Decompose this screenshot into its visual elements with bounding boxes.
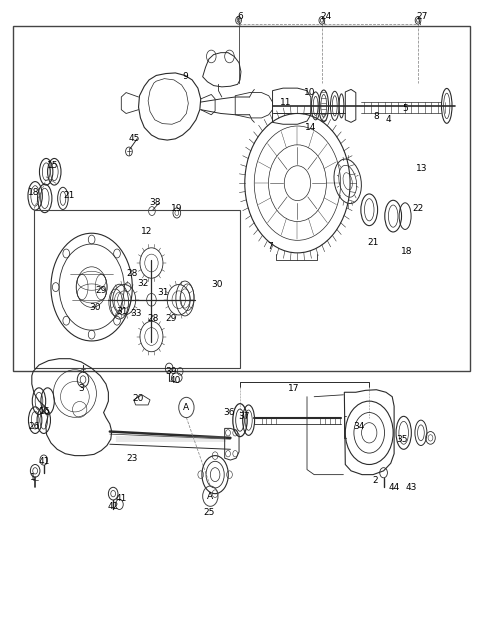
Text: 28: 28 — [127, 269, 138, 277]
Text: 44: 44 — [388, 483, 400, 492]
Text: 5: 5 — [402, 104, 408, 113]
Text: 28: 28 — [147, 314, 158, 323]
Text: 27: 27 — [416, 12, 428, 21]
Text: 3: 3 — [78, 384, 84, 393]
Text: 16: 16 — [39, 407, 50, 416]
Text: 41: 41 — [38, 457, 49, 467]
Text: 35: 35 — [396, 434, 408, 444]
Text: 2: 2 — [372, 476, 378, 486]
Text: 24: 24 — [321, 12, 332, 21]
Text: 6: 6 — [237, 12, 243, 21]
Text: 15: 15 — [47, 161, 58, 170]
Text: 18: 18 — [27, 187, 39, 197]
Text: 34: 34 — [353, 422, 364, 431]
Text: 37: 37 — [238, 412, 250, 421]
Text: 10: 10 — [304, 88, 315, 97]
Text: 21: 21 — [367, 238, 379, 247]
Text: 11: 11 — [280, 98, 291, 107]
Text: 31: 31 — [157, 288, 169, 297]
Text: 26: 26 — [28, 422, 40, 431]
Text: 1: 1 — [30, 472, 36, 482]
Text: 36: 36 — [224, 408, 235, 417]
Bar — [34, 210, 240, 368]
Text: 23: 23 — [127, 453, 138, 463]
Text: 29: 29 — [96, 286, 107, 295]
Text: 7: 7 — [267, 242, 273, 251]
Text: 45: 45 — [129, 135, 140, 144]
Text: 9: 9 — [182, 72, 188, 81]
Text: 38: 38 — [149, 197, 160, 206]
Text: 22: 22 — [412, 204, 424, 213]
Text: 20: 20 — [133, 394, 144, 403]
Text: 17: 17 — [288, 384, 300, 393]
Text: 29: 29 — [165, 314, 176, 323]
Text: 13: 13 — [416, 164, 428, 173]
Text: 33: 33 — [130, 309, 142, 318]
Text: 32: 32 — [138, 279, 149, 288]
Text: 21: 21 — [63, 191, 75, 201]
Text: 12: 12 — [141, 227, 152, 236]
Text: 8: 8 — [373, 112, 379, 121]
Text: 19: 19 — [171, 204, 182, 213]
Text: 30: 30 — [211, 280, 223, 289]
Text: 43: 43 — [406, 483, 417, 492]
Text: 4: 4 — [385, 116, 391, 124]
Text: 14: 14 — [305, 123, 316, 132]
Text: 42: 42 — [108, 502, 119, 511]
Text: 31: 31 — [116, 307, 128, 316]
Text: 18: 18 — [401, 247, 412, 256]
Text: A: A — [207, 491, 214, 500]
Text: 40: 40 — [170, 377, 181, 385]
Text: 41: 41 — [116, 493, 127, 502]
Bar — [12, 26, 470, 371]
Text: A: A — [183, 403, 190, 412]
Text: 30: 30 — [90, 303, 101, 312]
Text: 39: 39 — [165, 367, 176, 376]
Text: 25: 25 — [203, 508, 215, 517]
